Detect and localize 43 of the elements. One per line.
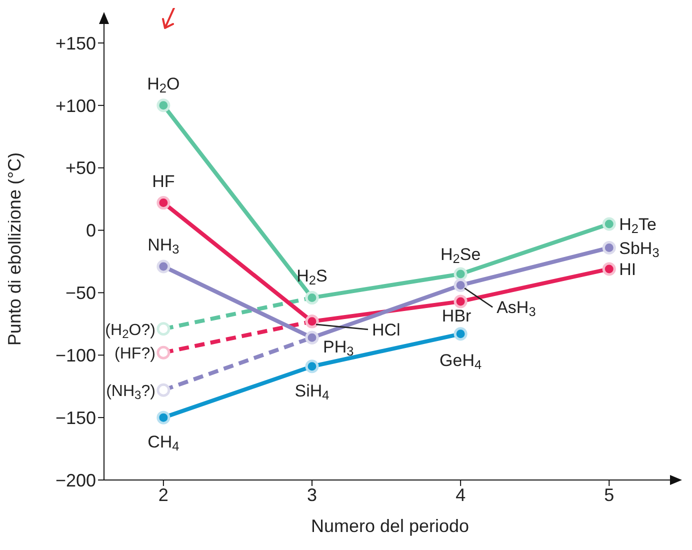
x-tick-label: 4 [456,484,466,505]
y-tick-label: −150 [55,408,96,428]
annotation: H$_{2}$O [147,74,180,96]
point [305,360,319,374]
point [602,241,616,254]
point [454,278,468,292]
annotation: (HF?) [114,346,156,363]
y-tick-label: −50 [65,283,96,304]
annotation: NH$_{3}$ [148,235,180,257]
point [156,410,170,424]
annotation: AsH$_{3}$ [496,298,536,320]
x-tick-label: 5 [604,484,614,505]
y-tick-label: 0 [86,220,96,241]
point [454,267,468,281]
annotation: SiH$_{4}$ [294,381,330,403]
annotation: (NH$_{3}$?) [106,383,156,402]
point [602,262,616,276]
point [454,294,468,308]
point [156,196,170,210]
y-tick-label: −100 [55,346,96,366]
y-tick-label: +100 [55,96,96,116]
x-tick-label: 2 [158,484,168,505]
annotation: H$_{2}$Se [440,244,481,266]
point [156,98,170,112]
annotation: HBr [442,306,472,326]
annotation: HI [619,260,636,279]
annotation: (H$_{2}$O?) [105,322,156,341]
annotation: H$_{2}$Te [619,215,656,236]
annotation: CH$_{4}$ [148,432,180,454]
point [454,327,468,341]
annotation: HF [152,172,175,191]
x-axis-title: Numero del periodo [310,516,470,536]
y-tick-label: +50 [65,158,96,178]
annotation: PH$_{3}$ [323,338,354,359]
annotation: SbH$_{3}$ [619,238,660,260]
y-tick-label: −200 [55,470,96,490]
annotation: GeH$_{4}$ [440,350,482,372]
annotation: H$_{2}$S [296,266,328,288]
point [156,260,170,274]
point [602,217,616,231]
x-tick-label: 3 [306,484,318,505]
annotation: HCl [372,320,400,340]
y-tick-label: +150 [55,33,96,54]
